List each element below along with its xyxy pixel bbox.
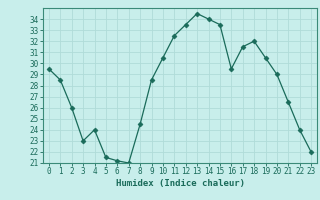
X-axis label: Humidex (Indice chaleur): Humidex (Indice chaleur): [116, 179, 244, 188]
